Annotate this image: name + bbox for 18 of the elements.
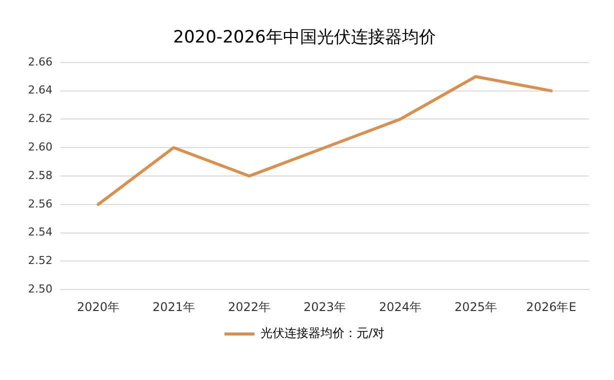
y-tick-label: 2.60 bbox=[28, 140, 52, 154]
y-tick-label: 2.62 bbox=[28, 112, 52, 126]
y-tick-label: 2.54 bbox=[28, 226, 52, 239]
y-tick-label: 2.64 bbox=[28, 84, 52, 97]
x-tick-label: 2021年 bbox=[152, 300, 196, 314]
y-tick-label: 2.50 bbox=[28, 282, 52, 296]
y-tick-label: 2.58 bbox=[28, 168, 52, 182]
x-tick-label: 2026年E bbox=[526, 300, 576, 314]
x-tick-label: 2023年 bbox=[303, 300, 346, 314]
x-tick-label: 2022年 bbox=[228, 300, 271, 314]
x-tick-label: 2020年 bbox=[76, 300, 120, 314]
y-tick-label: 2.66 bbox=[28, 55, 52, 68]
chart-title: 2020-2026年中国光伏连接器均价 bbox=[173, 28, 436, 48]
legend-label: 光伏连接器均价：元/对 bbox=[260, 326, 385, 340]
x-tick-label: 2024年 bbox=[378, 300, 422, 314]
x-tick-label: 2025年 bbox=[454, 300, 498, 314]
y-tick-label: 2.52 bbox=[28, 254, 52, 268]
y-tick-label: 2.56 bbox=[28, 197, 52, 210]
